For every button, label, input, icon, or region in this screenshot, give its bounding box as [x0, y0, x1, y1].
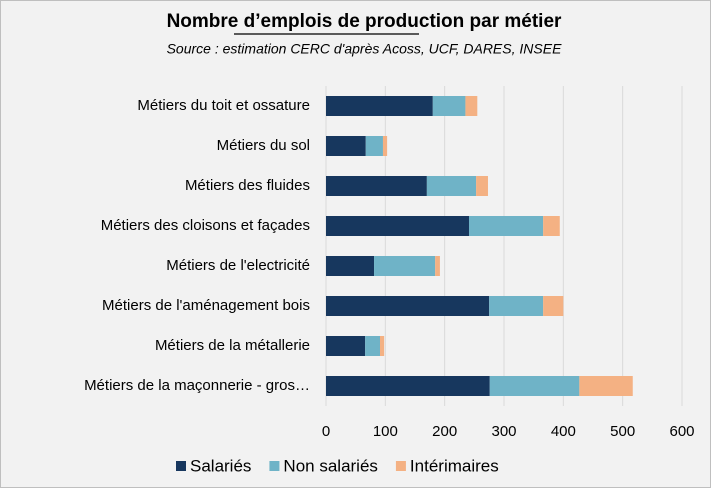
bar-segment: [326, 136, 366, 156]
bar-segment: [489, 296, 544, 316]
bar-segment: [326, 336, 366, 356]
x-tick-label: 0: [322, 423, 330, 440]
y-tick-label: Métiers des fluides: [185, 177, 310, 194]
legend-label: Non salariés: [283, 456, 378, 475]
legend-swatch: [176, 461, 186, 471]
bar-segment: [432, 96, 466, 116]
x-tick-label: 300: [491, 423, 516, 440]
chart-subtitle: Source : estimation CERC d'après Acoss, …: [167, 41, 562, 57]
bar-segment: [365, 136, 383, 156]
legend-label: Intérimaires: [410, 456, 499, 475]
x-tick-label: 200: [432, 423, 457, 440]
y-tick-label: Métiers de l'electricité: [166, 257, 310, 274]
bar-segment: [465, 96, 478, 116]
x-tick-label: 500: [610, 423, 635, 440]
y-tick-label: Métiers de la maçonnerie - gros…: [84, 377, 310, 394]
y-tick-label: Métiers de l'aménagement bois: [102, 297, 310, 314]
bar-segment: [426, 176, 477, 196]
bar-segment: [382, 136, 388, 156]
bar-segment: [579, 376, 633, 396]
chart-title: Nombre d’emplois de production par métie…: [167, 11, 562, 32]
bar-segment: [476, 176, 488, 196]
legend-label: Salariés: [190, 456, 251, 475]
x-tick-label: 400: [551, 423, 576, 440]
bar-segment: [326, 296, 490, 316]
bar-segment: [374, 256, 436, 276]
bar-segment: [468, 216, 544, 236]
y-tick-label: Métiers du sol: [217, 137, 310, 154]
y-tick-label: Métiers du toit et ossature: [137, 97, 310, 114]
bar-segment: [543, 296, 564, 316]
x-tick-label: 100: [373, 423, 398, 440]
y-tick-label: Métiers de la métallerie: [155, 337, 310, 354]
bar-segment: [326, 216, 469, 236]
bar-segment: [326, 176, 427, 196]
x-tick-label: 600: [669, 423, 694, 440]
legend-swatch: [395, 461, 406, 471]
bar-segment: [379, 336, 385, 356]
y-tick-label: Métiers des cloisons et façades: [101, 217, 310, 234]
bar-segment: [326, 376, 490, 396]
bar-segment: [435, 256, 440, 276]
legend-swatch: [269, 461, 280, 471]
bar-segment: [326, 256, 375, 276]
bar-segment: [543, 216, 560, 236]
bar-segment: [489, 376, 580, 396]
bar-segment: [365, 336, 380, 356]
bar-segment: [326, 96, 433, 116]
